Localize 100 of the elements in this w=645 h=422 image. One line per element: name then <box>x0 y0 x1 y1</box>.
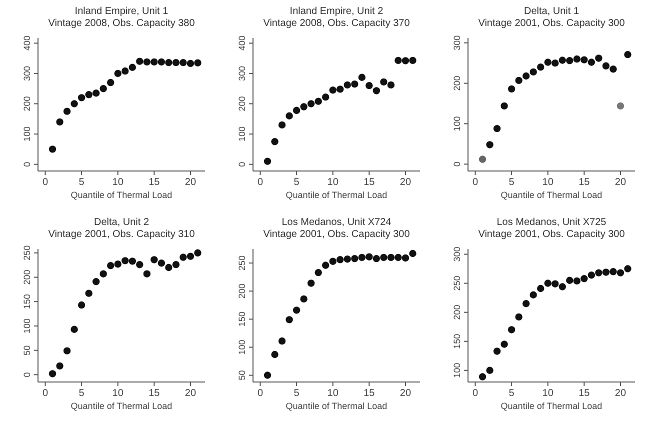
point <box>180 254 187 261</box>
x-tick-label: 20 <box>400 388 412 399</box>
point <box>387 81 395 89</box>
x-tick-label: 15 <box>578 388 590 399</box>
chart-title: Inland Empire, Unit 2 <box>290 6 384 17</box>
point <box>366 82 373 90</box>
y-tick-label: 150 <box>452 334 462 349</box>
point <box>372 254 380 262</box>
chart-subtitle: Vintage 2001, Obs. Capacity 310 <box>48 229 196 240</box>
point <box>100 270 107 278</box>
x-tick-label: 5 <box>78 388 85 399</box>
x-tick-label: 5 <box>508 388 515 399</box>
point <box>300 295 308 303</box>
y-tick-label: 250 <box>237 256 247 271</box>
x-tick-label: 10 <box>327 177 339 188</box>
x-tick-label: 10 <box>327 388 339 399</box>
point <box>114 70 122 78</box>
point <box>486 366 494 374</box>
point <box>165 264 172 272</box>
point <box>307 100 315 108</box>
point <box>122 257 129 264</box>
x-axis-title: Quantile of Thermal Load <box>70 190 172 200</box>
y-tick-label: 100 <box>22 318 32 334</box>
x-tick-label: 20 <box>184 388 196 399</box>
y-tick-label: 200 <box>237 96 247 112</box>
point <box>552 59 559 67</box>
point <box>128 258 136 265</box>
y-tick-label: 0 <box>452 162 462 167</box>
point <box>588 58 596 66</box>
point <box>136 58 144 65</box>
point <box>107 262 114 270</box>
point <box>616 269 624 276</box>
point <box>158 260 166 267</box>
x-axis-title: Quantile of Thermal Load <box>500 401 602 411</box>
point <box>307 280 315 287</box>
point <box>329 86 336 94</box>
point <box>322 262 330 269</box>
point <box>566 57 574 64</box>
point <box>500 102 508 110</box>
point <box>558 56 566 64</box>
point <box>48 146 56 153</box>
y-tick-label: 200 <box>22 270 32 285</box>
point <box>322 93 330 101</box>
y-tick-label: 300 <box>22 66 32 81</box>
y-tick-label: 300 <box>237 66 247 81</box>
point <box>380 78 388 86</box>
point <box>92 90 100 97</box>
y-tick-label: 200 <box>452 304 462 320</box>
chart-subtitle: Vintage 2008, Obs. Capacity 370 <box>263 18 410 29</box>
chart-subtitle: Vintage 2001, Obs. Capacity 300 <box>478 18 626 29</box>
point <box>63 347 71 354</box>
point <box>92 278 100 286</box>
x-tick-label: 15 <box>364 177 376 188</box>
point <box>624 265 632 272</box>
point <box>194 249 202 256</box>
point <box>537 64 544 71</box>
x-axis-title: Quantile of Thermal Load <box>500 190 602 200</box>
x-tick-label: 0 <box>257 177 264 188</box>
y-tick-label: 200 <box>22 96 32 112</box>
x-tick-label: 15 <box>148 388 160 399</box>
y-tick-label: 250 <box>452 276 462 291</box>
point <box>552 280 559 288</box>
y-tick-label: 400 <box>237 36 247 51</box>
x-tick-label: 10 <box>112 177 124 188</box>
point <box>402 57 410 64</box>
y-tick-label: 100 <box>237 126 247 142</box>
point <box>522 300 530 308</box>
y-tick-label: 50 <box>237 370 247 380</box>
point <box>508 85 516 93</box>
y-tick-label: 400 <box>22 36 32 51</box>
y-tick-label: 0 <box>22 162 32 167</box>
point <box>56 118 64 126</box>
point <box>329 258 336 265</box>
point <box>85 91 92 98</box>
point <box>271 138 278 146</box>
y-tick-label: 150 <box>22 294 32 310</box>
y-tick-label: 150 <box>237 312 247 327</box>
x-tick-label: 5 <box>294 388 300 399</box>
x-axis-title: Quantile of Thermal Load <box>286 401 388 411</box>
point <box>186 60 194 68</box>
point <box>150 256 158 264</box>
y-tick-label: 100 <box>237 340 247 355</box>
y-tick-label: 300 <box>452 35 462 50</box>
point <box>515 76 522 84</box>
point <box>194 59 202 66</box>
chart-subtitle: Vintage 2008, Obs. Capacity 380 <box>48 18 196 29</box>
point <box>394 56 402 64</box>
point <box>358 254 366 262</box>
point <box>508 326 516 334</box>
point <box>70 100 78 108</box>
x-tick-label: 20 <box>400 177 412 188</box>
point <box>48 370 56 378</box>
point <box>624 50 632 58</box>
chart-subtitle: Vintage 2001, Obs. Capacity 300 <box>478 229 626 240</box>
point <box>486 141 494 148</box>
point <box>409 250 416 258</box>
y-tick-label: 200 <box>452 76 462 91</box>
point <box>372 87 380 94</box>
point <box>150 58 158 66</box>
y-tick-label: 0 <box>237 162 247 167</box>
